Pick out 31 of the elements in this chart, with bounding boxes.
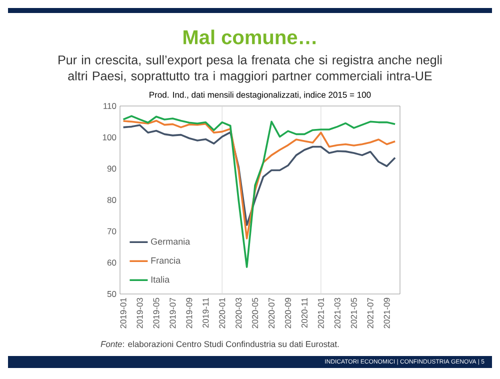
x-tick-label: 2020-09	[285, 298, 292, 328]
x-tick-label: 2019-05	[153, 298, 160, 328]
x-tick-label: 2021-09	[384, 298, 390, 328]
x-axis-title: Prod. Ind., dati mensili destagionalizzati, indice 2015 = 100	[150, 92, 371, 100]
legend-label: Germania	[151, 238, 190, 245]
legend-label: Italia	[151, 276, 170, 283]
x-tick-label: 2021-05	[350, 298, 357, 328]
x-tick-label: 2021-07	[367, 298, 374, 328]
x-tick-label: 2019-09	[186, 298, 192, 328]
text: Fonte: elaborazioni Centro Studi Confindustria su dati Eurostat.	[100, 340, 339, 348]
x-tick-label: 2021-01	[318, 298, 324, 328]
x-tick-label: 2019-11	[202, 298, 209, 328]
x-tick-label: 2020-07	[268, 298, 275, 328]
x-tick-label: 2020-01	[219, 298, 226, 328]
y-tick-label: 100	[102, 134, 116, 140]
x-tick-label: 2019-03	[136, 298, 143, 328]
legend-label: Francia	[151, 257, 181, 264]
x-tick-label: 2019-01	[120, 298, 126, 328]
x-tick-label: 2020-05	[252, 298, 258, 328]
y-tick-label: 50	[107, 290, 116, 297]
x-tick-label: 2020-03	[236, 298, 242, 328]
chart-subtitle: Pur in crescita, sull’export pesa la frenata che si registra anche negli altri Paesi, soprattutto tra i maggiori partner commerciali intra-UE	[58, 55, 442, 83]
y-tick-label: 70	[107, 228, 116, 234]
x-tick-label: 2019-07	[170, 298, 176, 328]
x-tick-label: 2021-03	[334, 298, 340, 328]
x-tick-label: 2020-11	[301, 298, 308, 328]
y-tick-label: 110	[104, 102, 116, 109]
y-tick-label: 60	[107, 260, 116, 266]
chart-title: Mal comune…	[184, 30, 316, 44]
y-tick-label: 80	[107, 196, 116, 203]
y-tick-label: 90	[107, 166, 116, 172]
